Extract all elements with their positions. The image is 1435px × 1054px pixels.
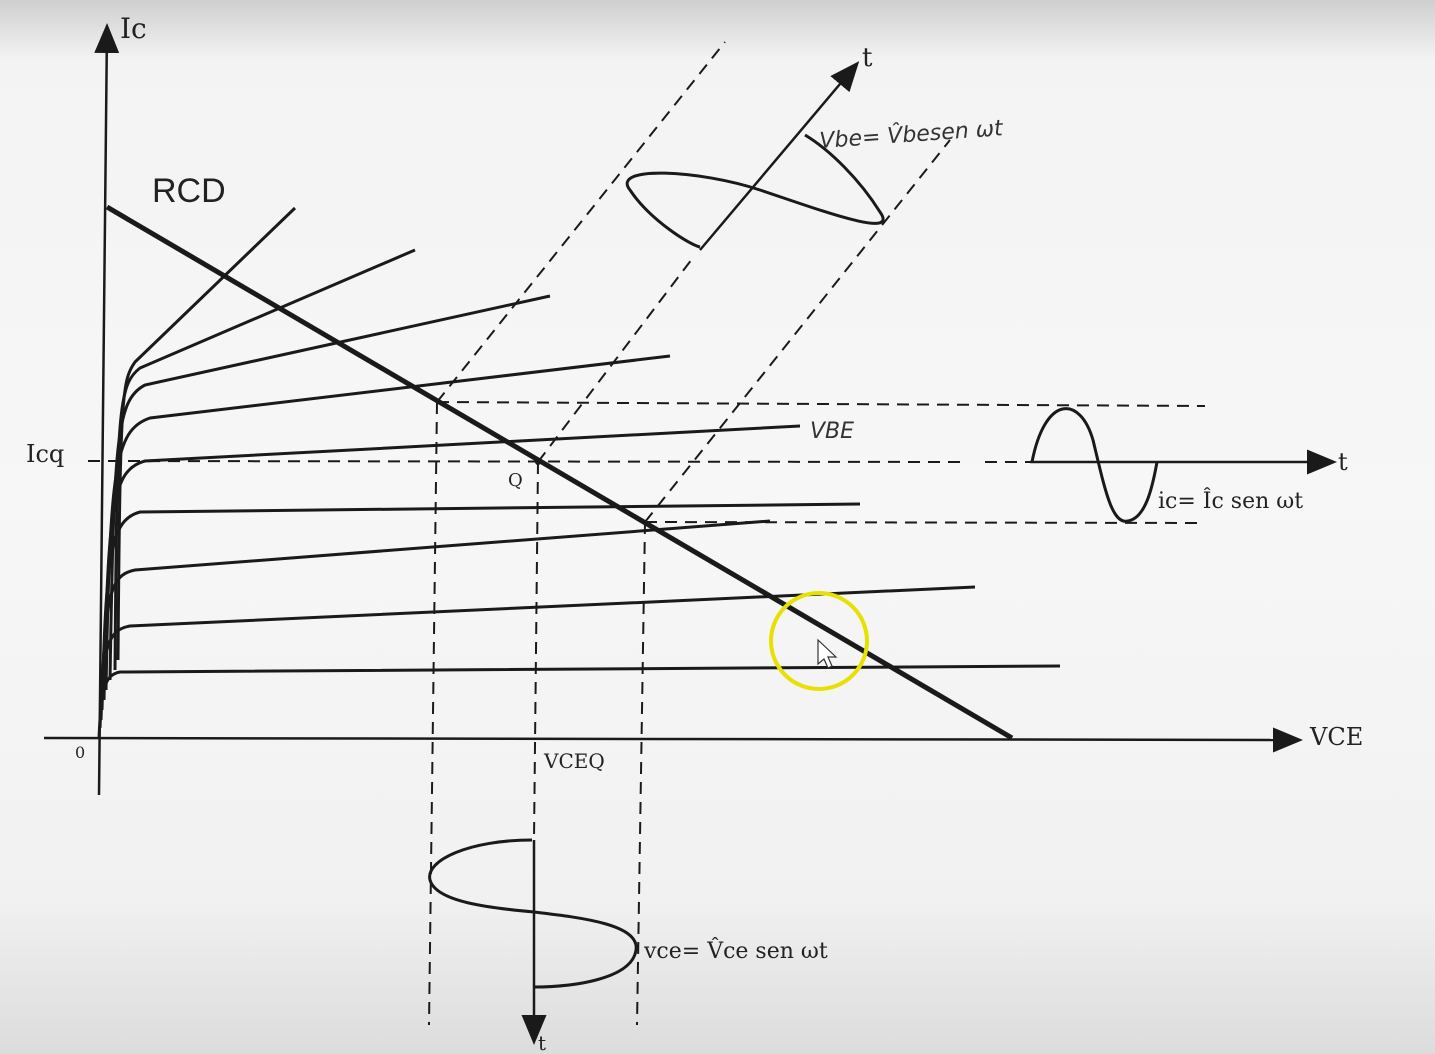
curve-4 [100,502,861,711]
ic-min-dash [644,521,1206,524]
time-axis-top-label: t [862,43,873,73]
time-axis-oblique [699,61,860,251]
ic-axis [94,23,120,796]
ic-max-dash [436,401,1206,407]
oblique-dash-3 [537,254,696,463]
vce-axis-label: VCE [1309,723,1363,751]
load-line-label: RCD [152,172,226,210]
time-axis-right-label: t [1338,448,1348,476]
q-point-label: Q [508,470,523,491]
oblique-dash-1 [436,41,726,403]
vbe-equation: Vbe= V̂besen ωt [819,115,1005,154]
curve-2 [98,585,976,729]
vbe-curve-label: VBE [810,419,854,444]
projection-lines [87,41,1318,1026]
vce-max-dash [636,521,646,1026]
vceq-label: VCEQ [543,749,605,773]
collector-curves [97,206,1061,739]
load-line [105,204,1014,741]
ic-sine-wave [1030,407,1159,523]
origin-label: 0 [75,743,85,762]
ic-equation: ic= Îc sen ωt [1158,487,1303,514]
curve-8 [113,248,416,671]
icq-dash-line [87,460,961,463]
vce-sine-wave [428,838,638,989]
vceq-dash [533,461,539,841]
cursor-highlight-circle [769,591,869,691]
vce-min-dash [428,401,438,1026]
time-axis-bottom-label: t [538,1031,546,1054]
vbe-sine-wave [625,133,885,249]
curve-1 [97,664,1061,739]
oblique-dash-2 [644,139,951,523]
curve-9 [116,206,297,661]
icq-label: Icq [26,440,64,468]
curve-6 [104,354,671,691]
q-point-dot [535,459,541,465]
ic-axis-label: Ic [120,12,147,45]
vce-axis [43,727,1303,753]
vce-equation: vce= V̂ce sen ωt [643,938,828,964]
mouse-pointer-icon [817,638,838,669]
